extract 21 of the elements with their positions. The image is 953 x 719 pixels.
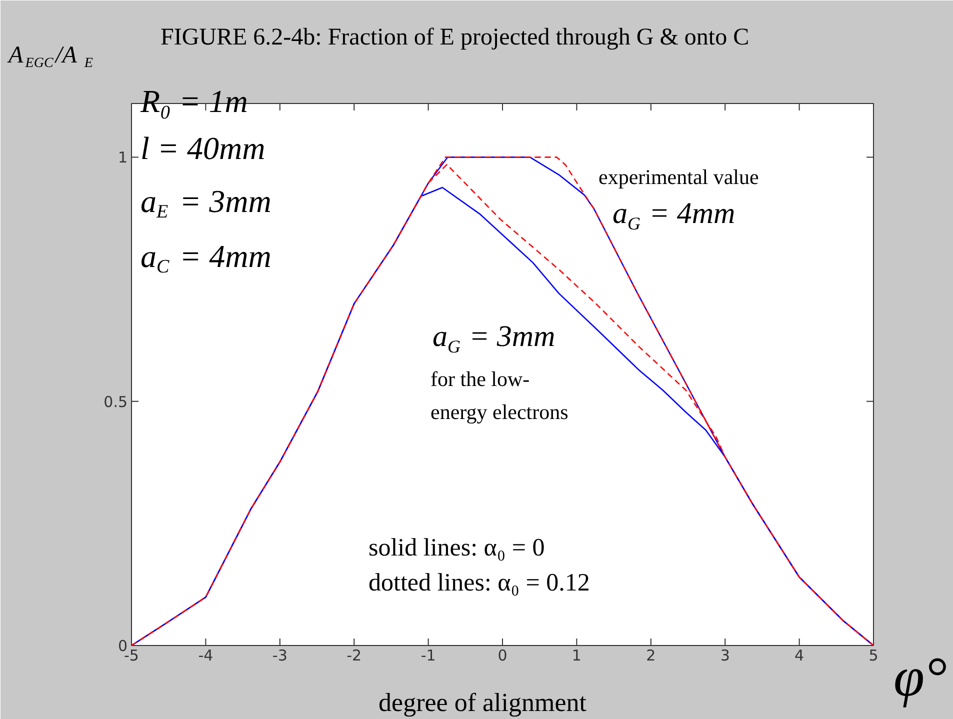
x-tick-label: 1	[572, 646, 582, 664]
annotation: for the low-	[430, 367, 530, 392]
x-tick-label: -3	[272, 646, 288, 664]
x-tick-label: -1	[420, 646, 436, 664]
x-tick-label: 0	[498, 646, 508, 664]
y-tick-label: 0.5	[104, 392, 128, 411]
annotation: energy electrons	[430, 400, 568, 424]
x-tick-label: 4	[794, 646, 804, 664]
x-tick-label: 3	[720, 646, 730, 664]
annotation: experimental value	[598, 165, 759, 190]
annotation: l = 40mm	[140, 130, 266, 166]
x-tick-label: 2	[646, 646, 656, 664]
chart-title: FIGURE 6.2-4b: Fraction of E projected through G & onto C	[160, 24, 750, 50]
annotation: solid lines: α₀ = 0	[368, 534, 545, 562]
x-tick-label: -2	[346, 646, 362, 664]
text: φ°	[894, 646, 947, 709]
annotation: dotted lines: α₀ = 0.12	[368, 570, 590, 596]
x-axis-title: degree of alignment	[378, 688, 588, 718]
x-tick-label: -4	[198, 646, 214, 664]
x-tick-label: 5	[868, 646, 878, 664]
y-tick-label: 1	[118, 148, 128, 167]
